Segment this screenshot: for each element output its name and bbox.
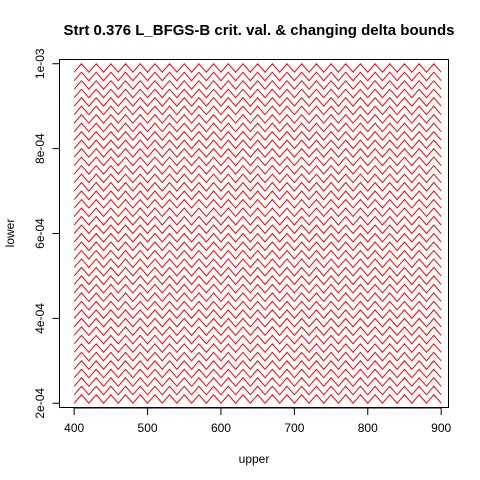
series-line bbox=[73, 300, 442, 311]
series-line bbox=[73, 173, 442, 184]
series-line bbox=[73, 283, 442, 294]
series-line bbox=[73, 198, 442, 209]
series-line bbox=[73, 96, 442, 107]
series-line bbox=[73, 266, 442, 277]
x-tick-label: 900 bbox=[431, 421, 451, 435]
series-line bbox=[73, 343, 442, 354]
series-line bbox=[73, 275, 442, 286]
series-line bbox=[73, 351, 442, 362]
x-axis-label: upper bbox=[239, 452, 270, 466]
series-line bbox=[73, 326, 442, 337]
y-axis-label: lower bbox=[3, 219, 17, 248]
series-line bbox=[73, 147, 442, 158]
series-line bbox=[73, 232, 442, 243]
series-line bbox=[73, 181, 442, 192]
series-line bbox=[73, 130, 442, 141]
series-line bbox=[73, 88, 442, 99]
x-axis-ticks: 400 500 600 700 800 900 bbox=[64, 408, 451, 435]
series-line bbox=[73, 377, 442, 388]
y-tick-label: 4e-04 bbox=[33, 303, 47, 334]
y-tick-label: 2e-04 bbox=[33, 388, 47, 419]
series-line bbox=[73, 190, 442, 201]
series-line bbox=[73, 317, 442, 328]
series-line bbox=[73, 309, 442, 320]
series-line bbox=[73, 113, 442, 124]
series-line bbox=[73, 368, 442, 379]
series-line bbox=[73, 292, 442, 303]
x-tick-label: 400 bbox=[64, 421, 84, 435]
series-line bbox=[73, 334, 442, 345]
series-line bbox=[73, 249, 442, 260]
y-tick-label: 8e-04 bbox=[33, 133, 47, 164]
y-tick-label: 1e-03 bbox=[33, 48, 47, 79]
series-line bbox=[73, 207, 442, 218]
series-line bbox=[73, 122, 442, 133]
series-line bbox=[73, 156, 442, 167]
series-line bbox=[73, 394, 442, 405]
series-line bbox=[73, 215, 442, 226]
y-axis-ticks: 2e-04 4e-04 6e-04 8e-04 1e-03 bbox=[33, 48, 60, 419]
series-line bbox=[73, 105, 442, 116]
series-line bbox=[73, 385, 442, 396]
chart-title: Strt 0.376 L_BFGS-B crit. val. & changin… bbox=[64, 22, 455, 39]
x-tick-label: 600 bbox=[211, 421, 231, 435]
x-tick-label: 800 bbox=[358, 421, 378, 435]
series-line bbox=[73, 258, 442, 269]
x-tick-label: 500 bbox=[138, 421, 158, 435]
x-tick-label: 700 bbox=[284, 421, 304, 435]
series-line bbox=[73, 71, 442, 82]
series-line bbox=[73, 224, 442, 235]
series-line bbox=[73, 139, 442, 150]
series-line bbox=[73, 62, 442, 73]
y-tick-label: 6e-04 bbox=[33, 218, 47, 249]
series-line bbox=[73, 360, 442, 371]
series-line bbox=[73, 164, 442, 175]
series-layer bbox=[73, 62, 442, 405]
series-line bbox=[73, 241, 442, 252]
series-line bbox=[73, 79, 442, 90]
